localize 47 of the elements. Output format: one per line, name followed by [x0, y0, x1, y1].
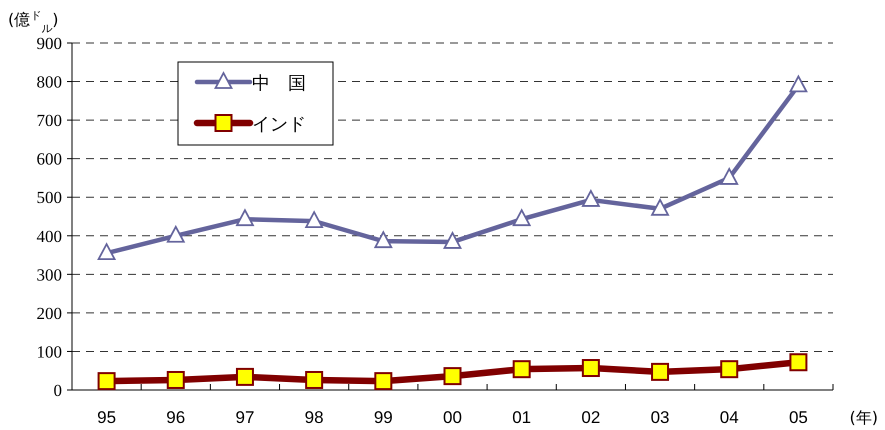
point: [236, 209, 254, 226]
point: [720, 360, 738, 378]
point: [790, 76, 808, 92]
x-axis-title: (年): [850, 408, 878, 427]
point: [374, 372, 392, 390]
x-tick-label: 98: [304, 408, 324, 427]
y-tick-label: 600: [36, 150, 62, 169]
y-tick-label: 700: [36, 111, 62, 130]
point: [789, 353, 808, 372]
point: [166, 370, 185, 389]
x-tick-label: 04: [720, 408, 739, 427]
x-tick-label: 96: [166, 408, 186, 427]
point: [374, 231, 392, 248]
x-tick-label: 03: [650, 408, 670, 427]
x-tick-label: 97: [235, 408, 254, 427]
x-tick-label: 01: [512, 408, 532, 427]
x-tick-label: 05: [788, 408, 808, 427]
y-tick-label: 100: [36, 342, 62, 362]
point: [512, 209, 531, 226]
point: [582, 359, 600, 378]
x-tick-label: 00: [443, 408, 462, 427]
y-tick-label: 300: [36, 265, 62, 284]
point: [444, 367, 462, 386]
point: [98, 243, 116, 260]
y-tick-label: 0: [54, 381, 62, 400]
y-tick-label: 900: [36, 34, 62, 53]
y-tick-label: 800: [36, 72, 62, 92]
y-tick-label: 200: [36, 304, 62, 323]
point: [582, 190, 600, 207]
point: [720, 168, 738, 185]
x-tick-label: 99: [374, 408, 393, 427]
point: [444, 232, 462, 249]
point: [166, 226, 185, 243]
point: [651, 362, 670, 381]
y-axis-title: (億$^{ド}$$_{ル}$): [8, 8, 58, 34]
legend-label: 中 国: [252, 73, 306, 94]
point: [305, 211, 324, 228]
x-tick-label: 02: [581, 408, 600, 427]
y-tick-label: 400: [36, 226, 62, 246]
point: [512, 360, 531, 378]
point: [305, 370, 324, 389]
point: [236, 368, 254, 386]
x-tick-label: 95: [97, 408, 116, 427]
point: [98, 372, 116, 390]
point: [651, 198, 669, 216]
y-tick-label: 500: [36, 188, 62, 208]
legend-label: インド: [252, 114, 306, 135]
